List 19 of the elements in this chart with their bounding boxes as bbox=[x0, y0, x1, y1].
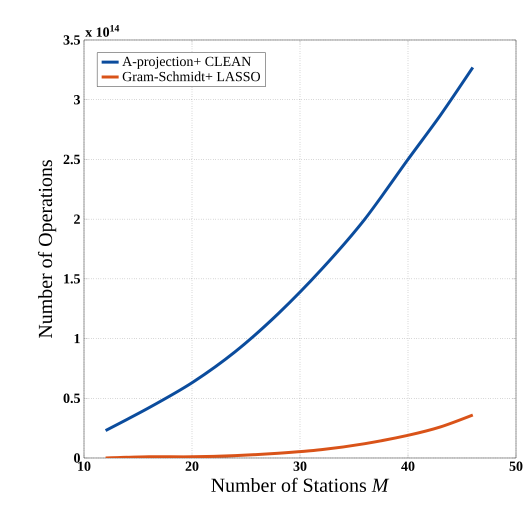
y-tick-label: 0 bbox=[74, 453, 80, 463]
x-axis-title: Number of Stations M bbox=[211, 478, 390, 492]
x-tick-label: 20 bbox=[186, 462, 198, 471]
x-tick-label: 40 bbox=[401, 462, 414, 471]
y-tick-label: 3.5 bbox=[64, 35, 80, 45]
y-tick-label: 1.5 bbox=[64, 274, 80, 284]
y-tick-label: 2.5 bbox=[64, 154, 80, 164]
legend-label: Gram-Schmidt+ LASSO bbox=[122, 71, 260, 82]
y-tick-label: 1 bbox=[74, 334, 80, 344]
y-tick-label: 0.5 bbox=[64, 394, 80, 404]
legend-label: A-projection+ CLEAN bbox=[122, 56, 251, 69]
y-axis-title: Number of Operations bbox=[38, 160, 56, 338]
x-tick-label: 50 bbox=[510, 462, 522, 471]
x-tick-label: 10 bbox=[78, 462, 90, 471]
x-tick-label: 30 bbox=[294, 462, 306, 471]
y-tick-label: 2 bbox=[74, 214, 80, 224]
text: x 10$^{14}$ bbox=[85, 25, 120, 37]
line-series bbox=[104, 414, 474, 458]
y-tick-label: 3 bbox=[74, 95, 80, 104]
